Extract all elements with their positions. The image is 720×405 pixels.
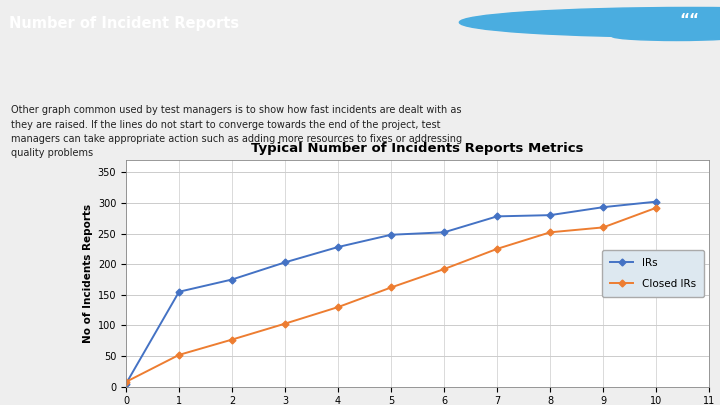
IRs: [334, 245, 343, 249]
IRs: [492, 214, 501, 219]
Closed IRs: [334, 305, 343, 309]
Closed IRs: [599, 225, 608, 230]
Line: IRs: IRs: [124, 199, 659, 386]
Circle shape: [459, 7, 720, 37]
Closed IRs: [492, 246, 501, 251]
Closed IRs: [281, 321, 289, 326]
IRs: [652, 199, 660, 204]
Text: ““: ““: [680, 13, 700, 28]
Y-axis label: No of Incidents Reports: No of Incidents Reports: [84, 204, 94, 343]
IRs: [228, 277, 236, 282]
Closed IRs: [440, 266, 449, 271]
IRs: [281, 260, 289, 265]
Title: Typical Number of Incidents Reports Metrics: Typical Number of Incidents Reports Metr…: [251, 142, 584, 155]
Closed IRs: [122, 379, 130, 384]
Text: Other graph common used by test managers is to show how fast incidents are dealt: Other graph common used by test managers…: [11, 105, 462, 158]
Text: Number of Incident Reports: Number of Incident Reports: [9, 16, 239, 31]
Closed IRs: [546, 230, 554, 235]
IRs: [440, 230, 449, 235]
IRs: [599, 205, 608, 210]
Closed IRs: [228, 337, 236, 342]
Legend: IRs, Closed IRs: IRs, Closed IRs: [602, 250, 704, 297]
Line: Closed IRs: Closed IRs: [124, 205, 659, 384]
IRs: [546, 213, 554, 217]
IRs: [387, 232, 395, 237]
IRs: [122, 381, 130, 386]
Circle shape: [612, 32, 720, 40]
Closed IRs: [652, 205, 660, 210]
Closed IRs: [387, 285, 395, 290]
Closed IRs: [175, 352, 184, 357]
IRs: [175, 289, 184, 294]
